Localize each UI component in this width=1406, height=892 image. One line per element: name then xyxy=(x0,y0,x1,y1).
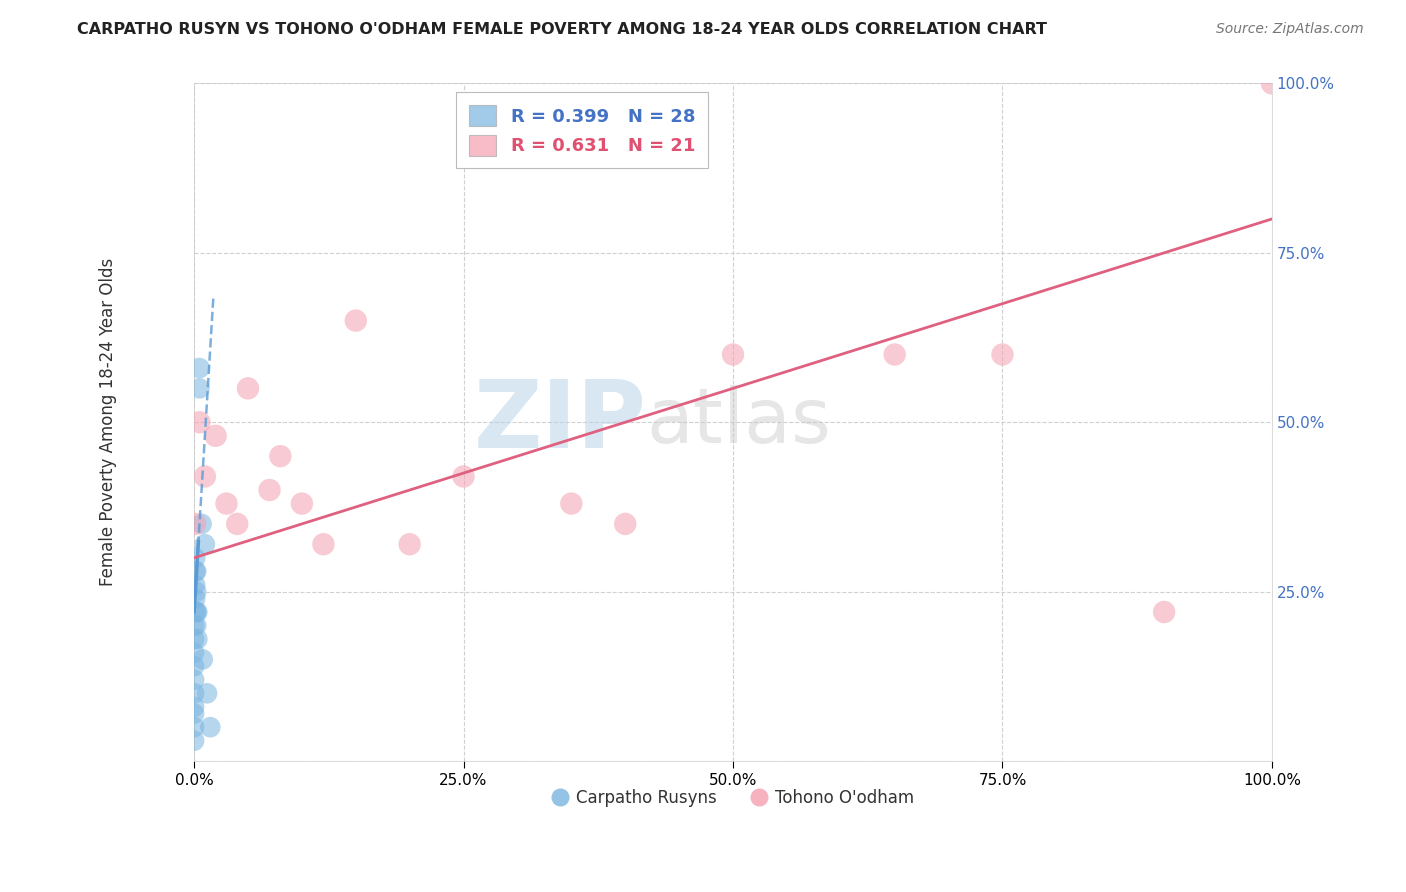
Y-axis label: Female Poverty Among 18-24 Year Olds: Female Poverty Among 18-24 Year Olds xyxy=(100,258,117,586)
Point xyxy=(398,537,420,551)
Point xyxy=(183,706,205,721)
Point xyxy=(188,361,211,376)
Point xyxy=(200,720,222,734)
Point xyxy=(236,381,259,395)
Point xyxy=(183,686,205,700)
Point xyxy=(184,591,207,606)
Point xyxy=(184,578,207,592)
Point xyxy=(190,516,212,531)
Point xyxy=(259,483,281,497)
Point xyxy=(184,516,207,531)
Point xyxy=(183,618,205,632)
Point xyxy=(560,497,582,511)
Point xyxy=(1261,77,1284,91)
Point xyxy=(183,733,205,747)
Point xyxy=(188,381,211,395)
Point xyxy=(291,497,314,511)
Point xyxy=(183,699,205,714)
Point xyxy=(186,618,208,632)
Point xyxy=(269,449,291,463)
Point xyxy=(184,605,207,619)
Point xyxy=(1153,605,1175,619)
Point xyxy=(183,659,205,673)
Point xyxy=(312,537,335,551)
Point xyxy=(721,347,744,361)
Point xyxy=(215,497,238,511)
Point xyxy=(186,605,208,619)
Point xyxy=(614,516,637,531)
Point xyxy=(184,550,207,565)
Text: ZIP: ZIP xyxy=(474,376,647,468)
Point xyxy=(186,632,208,646)
Point xyxy=(194,469,217,483)
Point xyxy=(204,429,226,443)
Point xyxy=(183,646,205,660)
Text: CARPATHO RUSYN VS TOHONO O'ODHAM FEMALE POVERTY AMONG 18-24 YEAR OLDS CORRELATIO: CARPATHO RUSYN VS TOHONO O'ODHAM FEMALE … xyxy=(77,22,1047,37)
Point xyxy=(186,584,208,599)
Point xyxy=(188,415,211,429)
Text: Source: ZipAtlas.com: Source: ZipAtlas.com xyxy=(1216,22,1364,37)
Point xyxy=(183,720,205,734)
Point xyxy=(226,516,249,531)
Point xyxy=(186,605,208,619)
Legend: Carpatho Rusyns, Tohono O'odham: Carpatho Rusyns, Tohono O'odham xyxy=(544,782,921,814)
Point xyxy=(344,313,367,327)
Point xyxy=(991,347,1014,361)
Point xyxy=(183,673,205,687)
Text: atlas: atlas xyxy=(647,385,832,459)
Point xyxy=(195,686,218,700)
Point xyxy=(191,652,214,666)
Point xyxy=(183,632,205,646)
Point xyxy=(194,537,217,551)
Point xyxy=(186,565,208,579)
Point xyxy=(453,469,475,483)
Point xyxy=(883,347,905,361)
Point xyxy=(184,565,207,579)
